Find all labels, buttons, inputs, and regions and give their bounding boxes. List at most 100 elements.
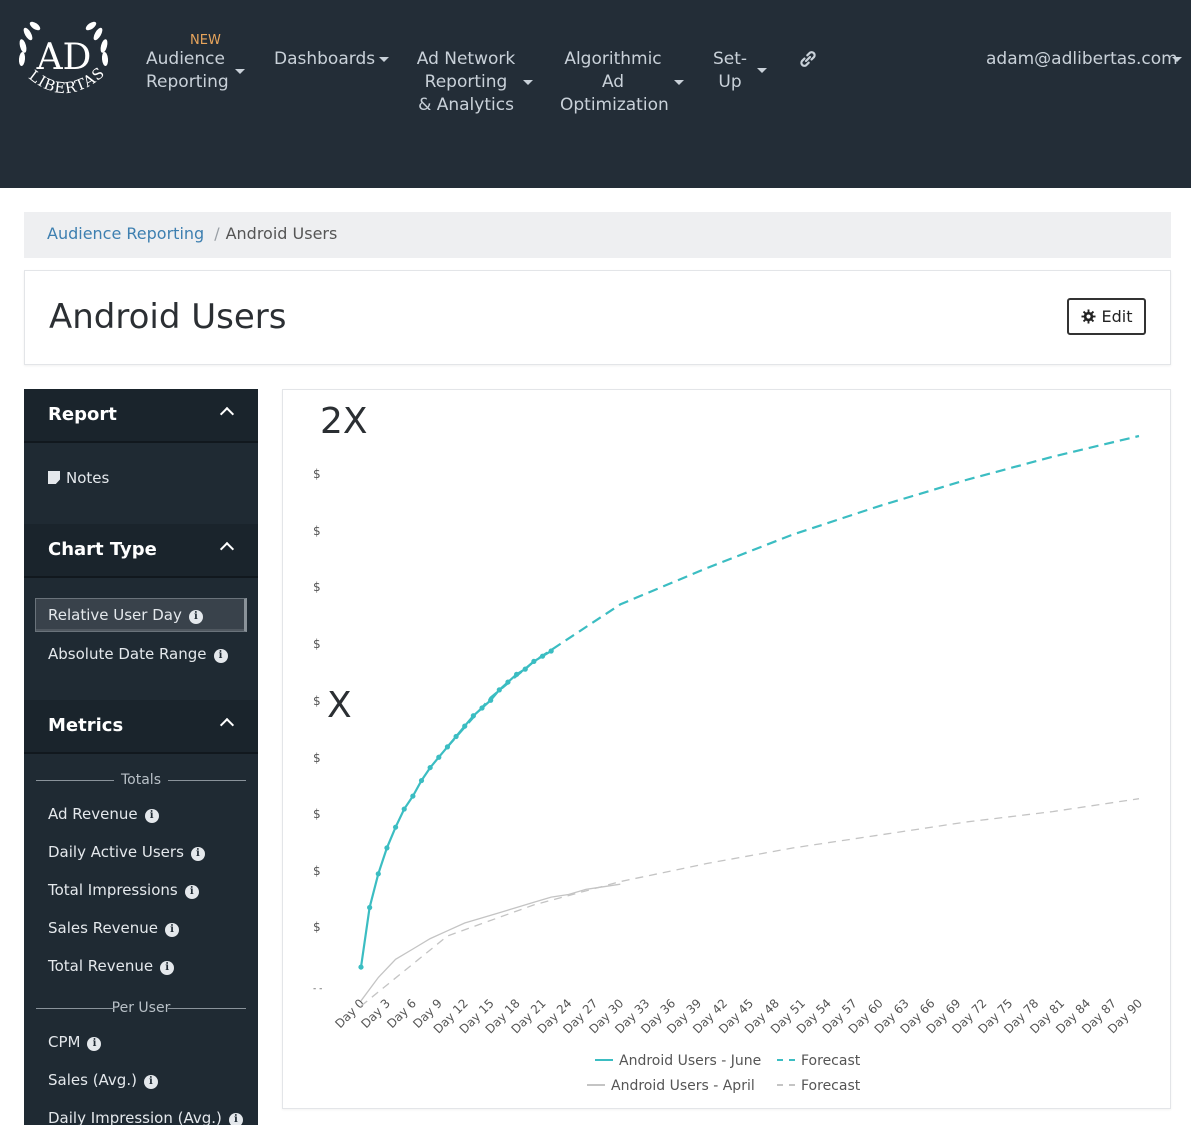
y-tick-label: $ — [313, 864, 321, 878]
series-line-3 — [360, 798, 1140, 1007]
sidebar-section-report[interactable]: Report — [24, 389, 258, 443]
info-icon[interactable]: i — [213, 649, 228, 663]
page-title: Android Users — [49, 297, 287, 337]
edit-button[interactable]: Edit — [1067, 298, 1146, 335]
data-point — [427, 764, 433, 771]
sidebar-item-daily-impression-avg[interactable]: Daily Impression (Avg.) i — [24, 1099, 258, 1125]
nav-label-line: Reporting — [146, 72, 229, 92]
data-point — [401, 806, 407, 812]
legend-item-april[interactable]: Android Users - April — [587, 1078, 755, 1094]
data-point — [418, 777, 425, 784]
ad-libertas-logo[interactable]: AD LIBERTAS — [14, 14, 118, 106]
chevron-up-icon — [219, 406, 235, 422]
breadcrumb-separator: / — [214, 224, 220, 243]
chevron-down-icon — [523, 80, 533, 85]
sidebar-item-absolute-date-range[interactable]: Absolute Date Range i — [24, 635, 258, 673]
sidebar-item-cpm[interactable]: CPM i — [24, 1023, 258, 1061]
sidebar-item-notes[interactable]: Notes — [24, 459, 258, 497]
nav-label-line: Ad — [601, 72, 625, 92]
nav-label-line: Set- — [712, 49, 748, 69]
sidebar-item-label: CPM — [48, 1033, 81, 1051]
sidebar-item-label: Relative User Day — [48, 606, 182, 624]
nav-algorithmic-ad-optimization[interactable]: Algorithmic Ad Optimization — [560, 48, 684, 117]
y-tick-label: $ — [313, 920, 321, 934]
sidebar-item-total-impressions[interactable]: Total Impressions i — [24, 871, 258, 909]
info-icon[interactable]: i — [144, 809, 159, 823]
nav-ad-network-reporting[interactable]: Ad Network Reporting & Analytics — [414, 48, 533, 117]
section-title: Chart Type — [48, 539, 157, 560]
nav-label-line: Reporting — [424, 72, 508, 92]
nav-label-line: Up — [718, 72, 742, 92]
info-icon[interactable]: i — [228, 1113, 243, 1125]
info-icon[interactable]: i — [190, 847, 205, 861]
nav-audience-reporting[interactable]: Audience Reporting — [146, 48, 245, 94]
data-point — [436, 754, 442, 760]
sidebar-item-total-revenue[interactable]: Total Revenue i — [24, 947, 258, 985]
sidebar-item-label: Absolute Date Range — [48, 645, 207, 663]
legend-swatch-solid — [595, 1059, 613, 1061]
sidebar-section-metrics[interactable]: Metrics — [24, 700, 258, 754]
new-badge: NEW — [190, 33, 221, 48]
nav-user-menu[interactable]: adam@adlibertas.com — [986, 48, 1182, 71]
legend-item-april-forecast[interactable]: Forecast — [777, 1078, 860, 1094]
nav-label-line: & Analytics — [418, 95, 514, 115]
sidebar-item-ad-revenue[interactable]: Ad Revenue i — [24, 795, 258, 833]
data-point — [488, 697, 494, 703]
chevron-down-icon — [235, 69, 245, 74]
y-tick-label: $ — [313, 694, 321, 708]
data-point — [375, 871, 381, 877]
chevron-up-icon — [219, 717, 235, 733]
chevron-down-icon — [379, 57, 389, 62]
sidebar-item-label: Daily Active Users — [48, 843, 184, 861]
annotation-label: 2X — [320, 401, 368, 442]
sidebar-item-sales-avg[interactable]: Sales (Avg.) i — [24, 1061, 258, 1099]
info-icon[interactable]: i — [184, 885, 199, 899]
y-tick-label: - - — [313, 984, 322, 994]
data-point — [392, 824, 399, 830]
series-line-2 — [360, 883, 621, 1002]
nav-label-line: Dashboards — [274, 49, 376, 69]
sidebar-item-label: Total Impressions — [48, 881, 178, 899]
y-tick-label: $ — [313, 751, 321, 765]
sidebar-item-sales-revenue[interactable]: Sales Revenue i — [24, 909, 258, 947]
legend-label: Forecast — [801, 1053, 861, 1069]
nav-dashboards[interactable]: Dashboards — [274, 48, 389, 71]
series-line-1 — [446, 434, 1140, 748]
top-navbar: AD LIBERTAS NEW Audience Reporting Dashb… — [0, 0, 1191, 188]
sidebar-section-chart-type[interactable]: Chart Type — [24, 524, 258, 578]
metrics-group-label-per-user: Per User — [24, 993, 258, 1023]
user-email: adam@adlibertas.com — [986, 49, 1178, 69]
chevron-down-icon — [1172, 57, 1182, 62]
chevron-down-icon — [757, 68, 767, 73]
sidebar-item-relative-user-day[interactable]: Relative User Day i — [35, 598, 247, 632]
info-icon[interactable]: i — [87, 1037, 102, 1051]
edit-button-label: Edit — [1101, 307, 1133, 326]
y-tick-label: $ — [313, 524, 321, 538]
metrics-group-label-totals: Totals — [24, 765, 258, 795]
breadcrumb-link-audience-reporting[interactable]: Audience Reporting — [47, 224, 205, 243]
data-point — [384, 845, 390, 851]
nav-label-line: Ad Network — [416, 49, 516, 69]
info-icon[interactable]: i — [160, 961, 175, 975]
data-point — [453, 733, 459, 740]
series-line-0 — [359, 650, 552, 968]
sidebar-item-label: Daily Impression (Avg.) — [48, 1109, 222, 1125]
data-point — [410, 793, 416, 799]
sidebar-item-label: Notes — [66, 469, 110, 487]
info-icon[interactable]: i — [188, 610, 203, 624]
data-point — [358, 964, 364, 970]
legend-swatch-dashed — [777, 1059, 795, 1061]
info-icon[interactable]: i — [165, 923, 180, 937]
info-icon[interactable]: i — [143, 1075, 158, 1089]
y-tick-label: $ — [313, 467, 321, 481]
link-icon[interactable] — [797, 48, 819, 70]
nav-set-up[interactable]: Set- Up — [712, 48, 767, 94]
legend-item-june[interactable]: Android Users - June — [595, 1053, 761, 1069]
breadcrumb-current: Android Users — [225, 224, 338, 243]
legend-item-june-forecast[interactable]: Forecast — [777, 1053, 860, 1069]
section-title: Metrics — [48, 715, 124, 736]
sidebar-item-label: Total Revenue — [48, 957, 154, 975]
sidebar-item-daily-active-users[interactable]: Daily Active Users i — [24, 833, 258, 871]
nav-label-line: Audience — [146, 49, 225, 69]
